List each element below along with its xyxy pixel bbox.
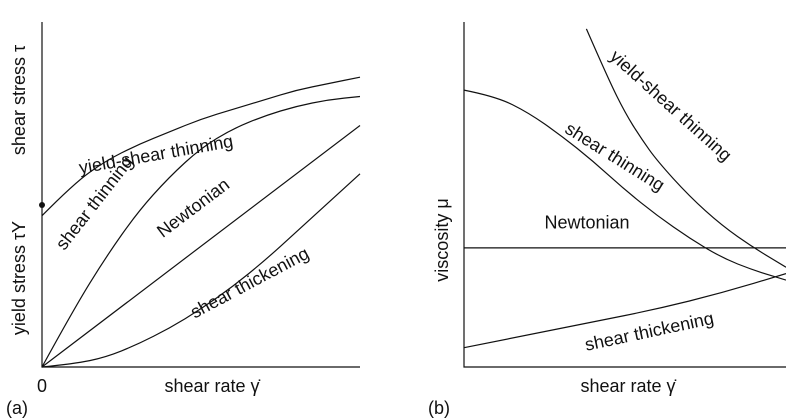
yield-point-marker	[39, 202, 45, 208]
panel-a-curve-shear-thickening	[41, 173, 361, 368]
panel-b-label-yield-shear-thinning: yield-shear thinning	[606, 46, 735, 165]
panel-a-curve-newtonian	[41, 125, 361, 368]
panel-a-curve-yield-shear-thinning	[41, 76, 361, 217]
panel-b-label-shear-thinning: shear thinning	[562, 118, 669, 195]
panel-b-label-newtonian: Newtonian	[545, 213, 630, 233]
panel-b-y-label: viscosity μ	[432, 198, 452, 281]
panel-a-curve-shear-thinning	[41, 95, 361, 368]
panel-b-curve-shear-thickening	[463, 273, 786, 349]
panel-b-letter: (b)	[428, 398, 450, 418]
panel-b-label-shear-thickening: shear thickening	[583, 308, 715, 355]
panel-a-y-label: shear stress τ	[9, 45, 29, 155]
panel-a-letter: (a)	[6, 398, 28, 418]
panel-b-x-label: shear rate γ̇	[580, 376, 676, 396]
panel-a-x-label: shear rate γ̇	[164, 376, 260, 396]
panel-a-label-yield-shear-thinning: yield-shear thinning	[77, 131, 234, 178]
panel-b-curve-yield-shear-thinning	[585, 28, 786, 268]
panel-a-label-shear-thickening: shear thickening	[187, 243, 312, 322]
panel-a-origin-label: 0	[37, 376, 47, 396]
panel-b-axes	[463, 22, 786, 368]
panel-a-yield-label: yield stress τY	[9, 221, 29, 335]
panel-b-curve-shear-thinning	[463, 89, 786, 281]
